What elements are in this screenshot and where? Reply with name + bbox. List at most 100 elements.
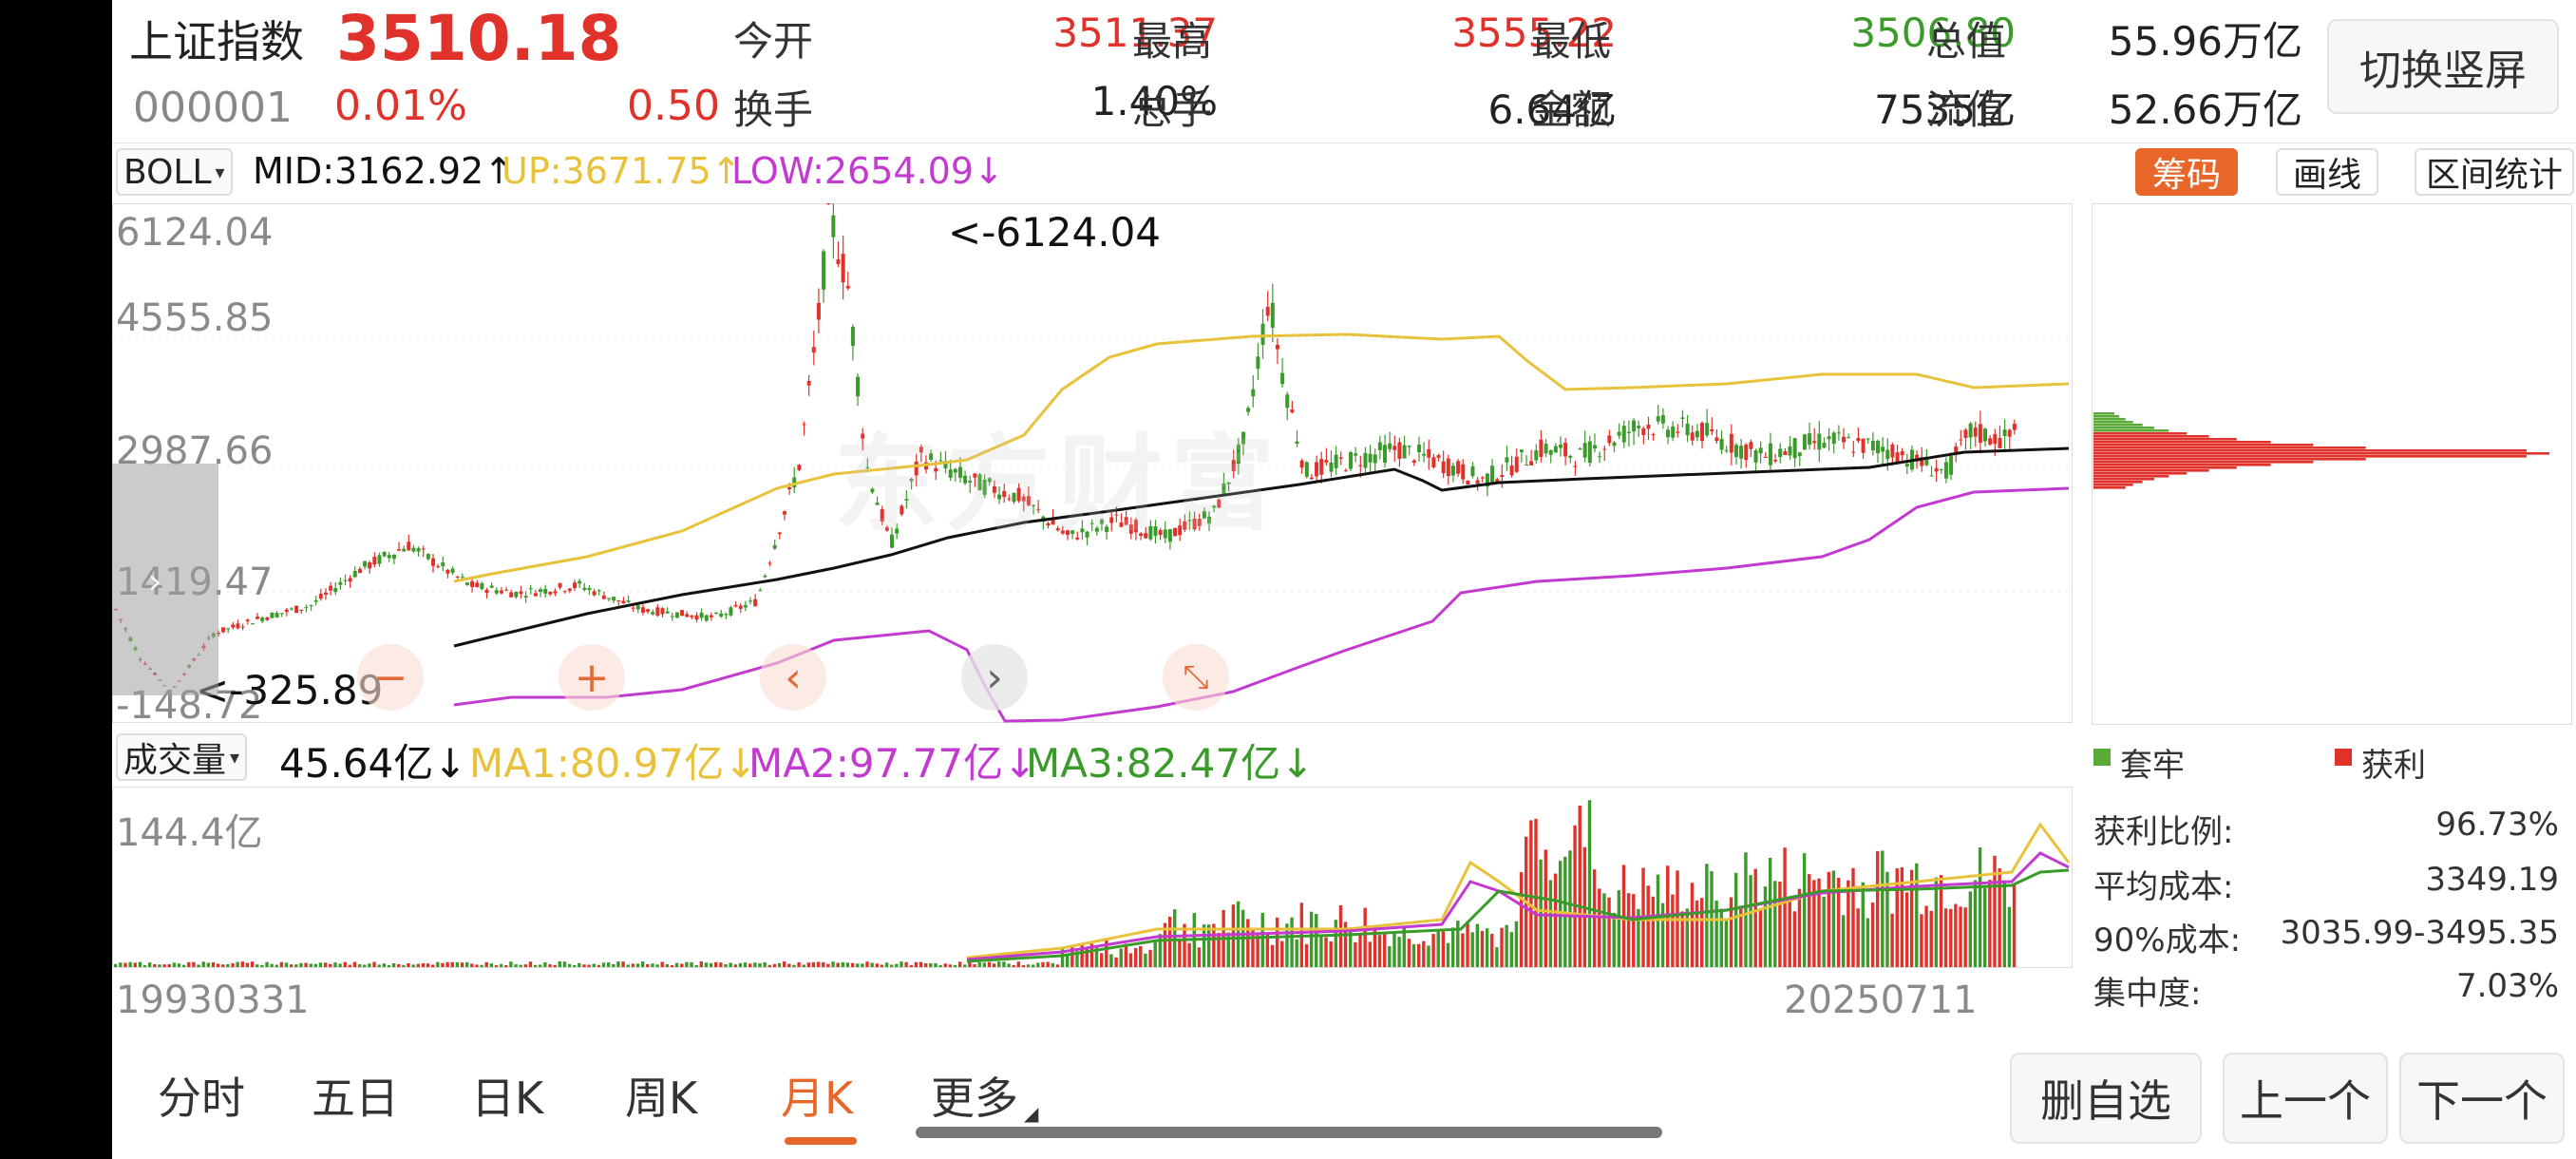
volume-bar <box>1505 924 1508 967</box>
candle-body <box>391 554 396 560</box>
candle-body <box>850 326 855 347</box>
candle-body <box>753 598 758 607</box>
volume-bar <box>1534 818 1538 967</box>
tab-daily-k[interactable]: 日K <box>471 1073 544 1124</box>
candle-body <box>1929 475 1934 477</box>
candle-body <box>1529 461 1534 466</box>
volume-bars <box>114 800 2017 967</box>
candle-body <box>1578 447 1582 450</box>
candle-body <box>1915 454 1920 462</box>
switch-portrait-button[interactable]: 切换竖屏 <box>2327 19 2559 114</box>
reset-zoom-button[interactable]: ⤡ <box>1163 644 1229 711</box>
volume-bar <box>1060 947 1065 967</box>
volume-bar <box>167 964 171 967</box>
volume-bar <box>1158 934 1163 967</box>
range-stats-button[interactable]: 区间统计 <box>2415 148 2574 196</box>
candlestick-chart[interactable] <box>112 203 2078 728</box>
candle-body <box>1870 441 1875 451</box>
pan-left-button[interactable]: ‹ <box>760 644 826 711</box>
volume-bar <box>640 961 645 967</box>
volume-bar <box>158 964 161 967</box>
volume-bar <box>1500 927 1504 967</box>
chip-bar <box>2093 446 2366 449</box>
volume-chart[interactable] <box>112 787 2078 973</box>
previous-button[interactable]: 上一个 <box>2223 1053 2388 1144</box>
volume-bar <box>318 962 323 967</box>
volume-bar <box>875 963 879 967</box>
chip-bar <box>2093 455 2527 458</box>
next-button[interactable]: 下一个 <box>2399 1053 2565 1144</box>
indicator-selector[interactable]: BOLL ▾ <box>116 148 233 196</box>
volume-ma1-line <box>966 822 2071 960</box>
chip-bar <box>2093 469 2209 472</box>
candle-body <box>1651 434 1656 436</box>
candle-body <box>1509 466 1514 476</box>
candle-body <box>407 542 411 551</box>
candle-body <box>1637 426 1641 428</box>
volume-bar <box>704 962 709 967</box>
stat-value-low: 3506.80 <box>1850 10 2016 56</box>
volume-bar <box>729 962 732 967</box>
volume-bar <box>1558 861 1563 967</box>
candle-body <box>1690 432 1695 441</box>
volume-bar <box>1036 962 1040 967</box>
volume-bar <box>391 963 396 967</box>
horizontal-scrollbar[interactable] <box>916 1127 1662 1138</box>
volume-selector[interactable]: 成交量 ▾ <box>116 733 248 781</box>
volume-bar <box>1309 911 1314 967</box>
volume-bar <box>343 961 347 967</box>
volume-bar <box>304 962 308 967</box>
volume-bar <box>1260 912 1264 967</box>
zoom-out-button[interactable]: − <box>357 644 424 711</box>
candle-body <box>909 479 914 482</box>
left-scroll-handle[interactable] <box>112 464 218 695</box>
tab-monthly-k[interactable]: 月K <box>781 1073 854 1124</box>
volume-bar <box>1021 964 1026 967</box>
volume-bar <box>348 964 352 967</box>
volume-bar <box>1621 864 1626 967</box>
tab-intraday[interactable]: 分时 <box>158 1073 245 1124</box>
candle-body <box>553 591 558 594</box>
volume-bar <box>333 962 337 967</box>
candle-body <box>777 532 782 535</box>
candle-body <box>1822 443 1827 448</box>
candle-body <box>1315 462 1319 477</box>
volume-bar <box>963 964 967 967</box>
candle-body <box>1548 449 1553 455</box>
volume-bar <box>1909 869 1914 967</box>
volume-bar <box>1480 930 1485 967</box>
candle-body <box>499 590 503 594</box>
volume-bar <box>1363 907 1367 967</box>
volume-bar <box>519 964 522 967</box>
candle-body <box>1338 457 1343 460</box>
tab-five-day[interactable]: 五日 <box>312 1073 399 1124</box>
candle-body <box>729 607 733 616</box>
remove-watchlist-button[interactable]: 删自选 <box>2010 1053 2202 1144</box>
volume-bar <box>1954 903 1958 967</box>
draw-line-button[interactable]: 画线 <box>2276 148 2378 196</box>
volume-bar <box>1904 892 1909 967</box>
tab-weekly-k[interactable]: 周K <box>625 1073 698 1124</box>
stat-value-float-value: 52.66万亿 <box>2108 86 2302 133</box>
volume-bar <box>221 964 225 967</box>
candle-body <box>250 623 255 625</box>
candle-body <box>289 608 294 610</box>
pan-right-button[interactable]: › <box>961 644 1028 711</box>
tab-more[interactable]: 更多 <box>931 1073 1018 1124</box>
candle-body <box>665 611 670 614</box>
volume-bar <box>841 961 845 967</box>
candle-body <box>1105 526 1109 533</box>
volume-bar <box>1729 897 1733 967</box>
volume-bar <box>1407 939 1411 967</box>
volume-bar <box>329 963 332 967</box>
candle-body <box>1099 519 1104 524</box>
volume-bar <box>1539 859 1543 967</box>
chip-distribution-button[interactable]: 筹码 <box>2135 148 2238 196</box>
zoom-in-button[interactable]: + <box>559 644 625 711</box>
volume-bar <box>1373 928 1377 967</box>
caret-down-icon: ▾ <box>230 746 240 769</box>
candle-body <box>1080 528 1085 533</box>
caret-down-icon: ▾ <box>215 161 225 183</box>
candle-body <box>1144 533 1148 539</box>
candle-body <box>1202 510 1206 519</box>
